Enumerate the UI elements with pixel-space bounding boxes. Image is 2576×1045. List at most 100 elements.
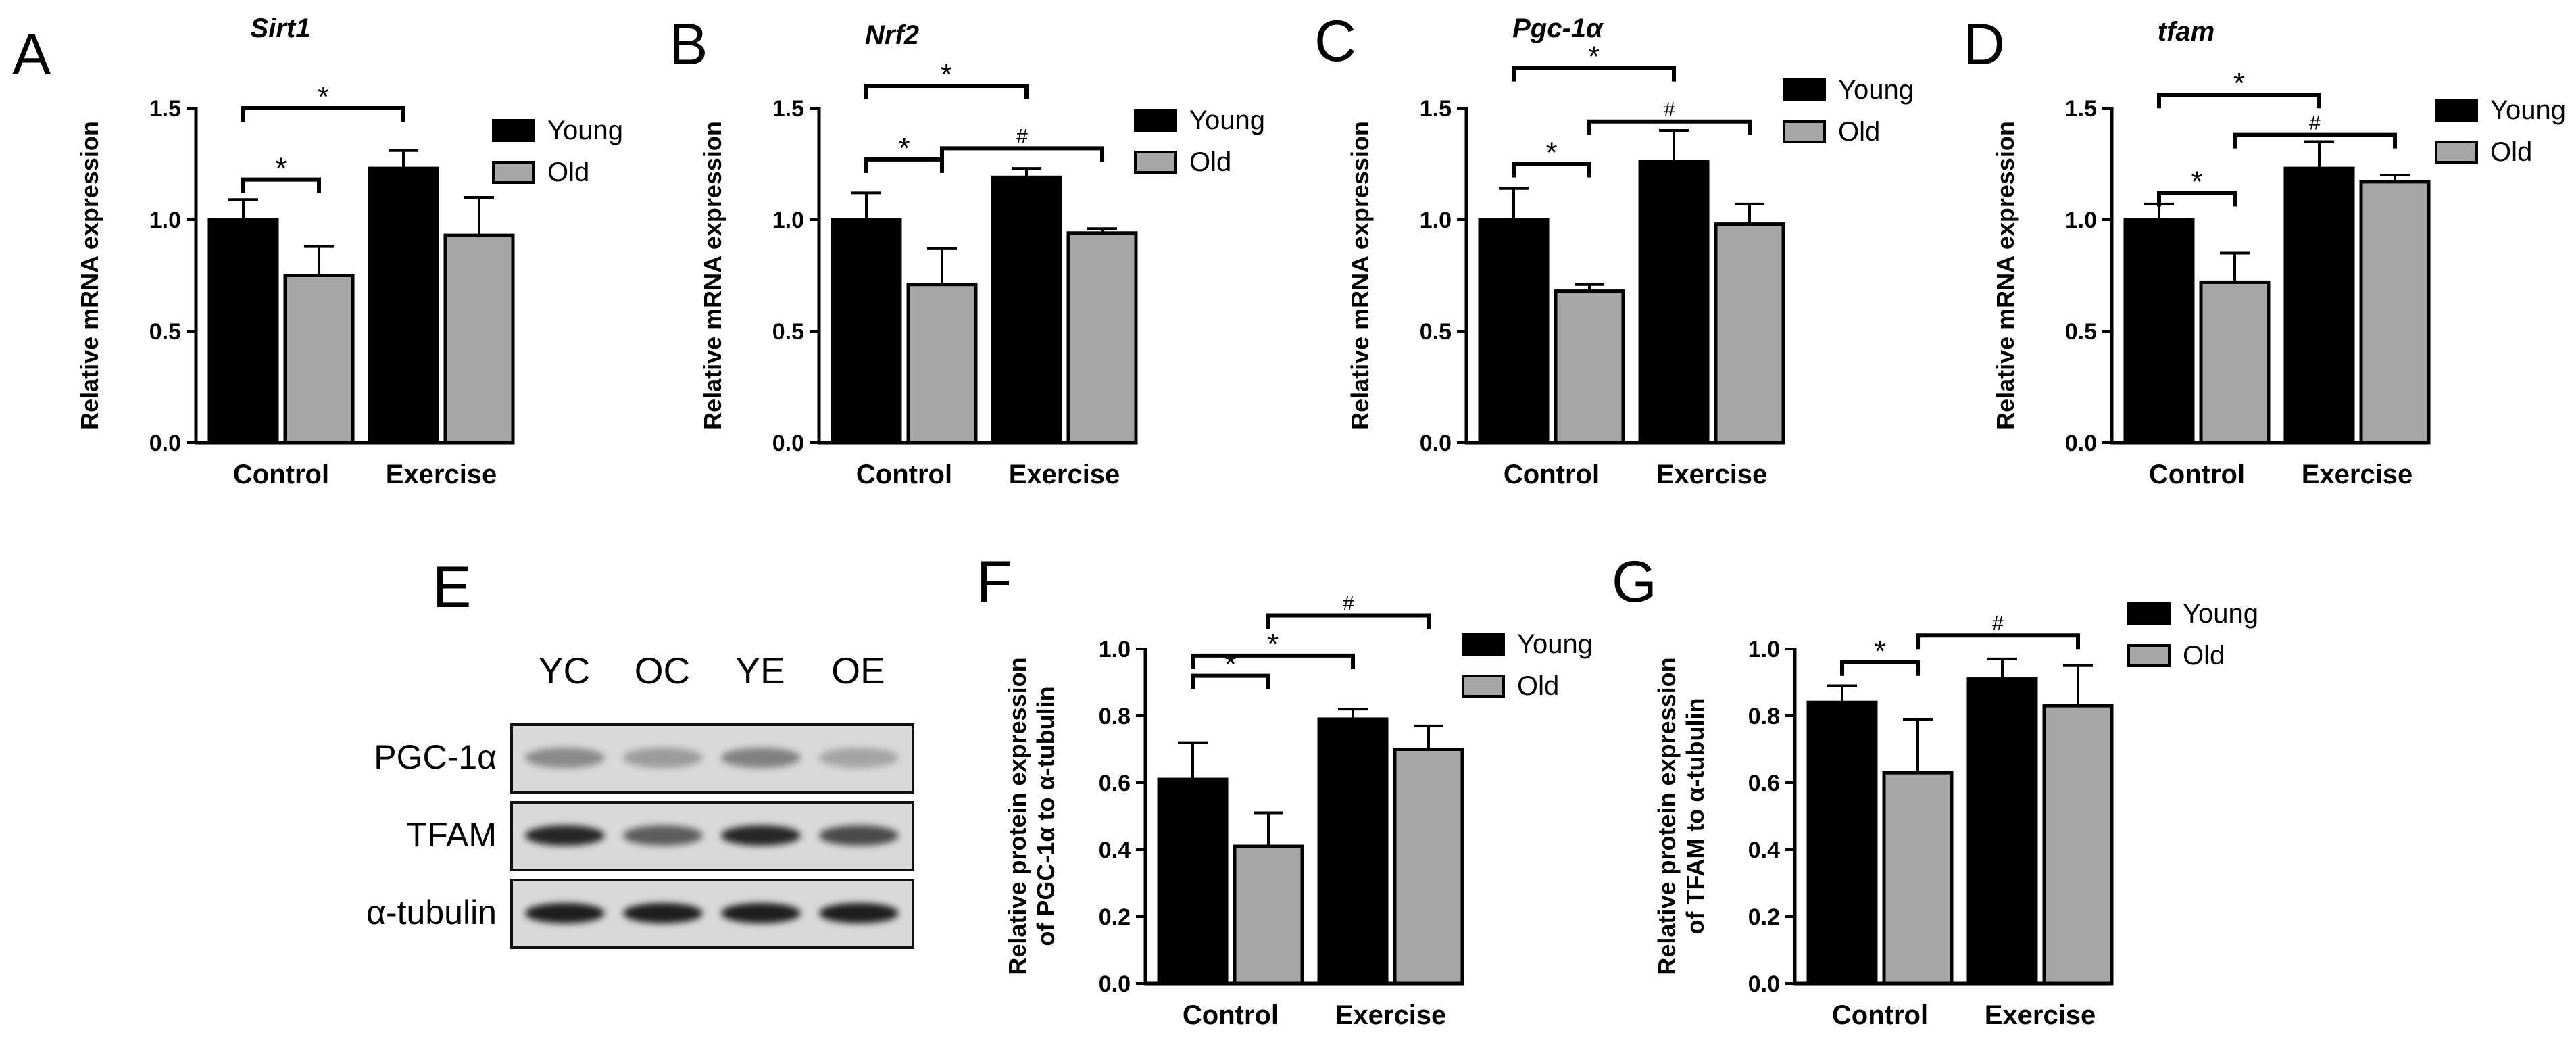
significance-bracket (1266, 613, 1431, 629)
significance-bracket (1916, 633, 2080, 650)
legend-swatch (2435, 141, 2478, 164)
x-tick-label: Control (856, 460, 952, 489)
bar (1806, 700, 1878, 986)
blot-band (525, 825, 605, 846)
y-tick-label: 0.0 (1748, 971, 1780, 997)
bar (1233, 844, 1304, 986)
bar (1554, 289, 1625, 445)
significance-label: * (941, 58, 952, 91)
y-tick-label: 1.5 (2065, 96, 2097, 122)
y-axis-label: Relative mRNA expression (1991, 121, 2019, 430)
bar (1882, 771, 1954, 986)
blot-image (510, 879, 914, 949)
y-tick-label: 0.8 (1099, 704, 1131, 729)
blot-band (819, 748, 899, 768)
panel-letter: F (976, 550, 1012, 614)
significance-bracket (1191, 653, 1355, 669)
bar (443, 233, 515, 445)
x-tick-label: Exercise (1656, 460, 1768, 489)
y-tick-label: 1.0 (1748, 637, 1780, 662)
legend-label: Young (547, 116, 623, 145)
lane-label: OE (831, 650, 885, 691)
legend-label: Old (547, 157, 589, 187)
blot-lane-labels: YC OC YE OE (510, 649, 926, 691)
y-tick-label: 0.5 (1420, 319, 1452, 345)
bar (1066, 231, 1138, 445)
lane-label: YE (735, 650, 785, 691)
y-axis-label: Relative protein expression (1653, 657, 1681, 975)
legend-label: Young (2490, 95, 2566, 125)
panel-letter: G (1612, 550, 1657, 614)
significance-label: * (1267, 628, 1279, 661)
bar (1157, 777, 1229, 986)
legend-swatch (2127, 602, 2171, 625)
significance-label: * (318, 80, 329, 114)
x-tick-label: Control (1832, 1000, 1928, 1030)
legend-label: Old (1838, 117, 1880, 147)
y-tick-label: 1.0 (1099, 637, 1131, 662)
significance-label: * (1224, 648, 1236, 681)
y-tick-label: 0.5 (772, 319, 804, 345)
significance-label: * (1545, 137, 1557, 170)
y-tick-label: 0.0 (1099, 971, 1131, 997)
significance-label: * (1874, 635, 1885, 668)
significance-bracket (241, 106, 405, 122)
blot-image (510, 723, 914, 794)
bar (906, 283, 978, 445)
lane-label: YC (538, 650, 591, 691)
significance-label: # (1343, 593, 1354, 615)
y-tick-label: 0.6 (1099, 771, 1131, 796)
significance-label: # (1992, 612, 2004, 635)
bar (1317, 717, 1389, 986)
significance-bracket (864, 157, 944, 173)
legend-label: Young (2183, 599, 2258, 629)
legend-label: Old (2490, 137, 2532, 167)
y-tick-label: 1.0 (2065, 208, 2097, 233)
legend-swatch (2435, 99, 2478, 122)
x-tick-label: Exercise (1335, 1000, 1447, 1030)
blot-row-pgc1a: PGC-1α (351, 723, 914, 794)
y-tick-label: 1.5 (772, 96, 804, 122)
western-blot-panel: YC OC YE OE PGC-1α TFAM α-tubulin (351, 649, 914, 949)
legend-label: Old (2183, 641, 2225, 671)
y-axis-label: Relative mRNA expression (76, 121, 103, 430)
panel-letter-e: E (432, 555, 472, 620)
y-tick-label: 0.8 (1748, 704, 1780, 729)
blot-band (819, 903, 899, 923)
y-tick-label: 1.0 (149, 208, 181, 233)
bar (2283, 166, 2355, 445)
y-axis-label: Relative mRNA expression (699, 121, 726, 430)
y-axis-label: of PGC-1α to α-tubulin (1032, 686, 1060, 946)
chart-title: Sirt1 (251, 14, 311, 43)
x-tick-label: Control (233, 460, 329, 489)
significance-bracket (2157, 93, 2321, 109)
bar (1638, 160, 1710, 445)
legend-swatch (1783, 120, 1826, 143)
legend-swatch (1462, 675, 1505, 698)
legend-label: Old (1189, 147, 1231, 177)
y-tick-label: 0.0 (772, 431, 804, 456)
significance-label: # (1016, 125, 1028, 147)
y-tick-label: 0.4 (1099, 837, 1131, 863)
x-tick-label: Exercise (1985, 1000, 2096, 1030)
blot-band (819, 825, 899, 846)
bar (2042, 704, 2114, 986)
legend-swatch (1783, 78, 1826, 101)
blot-band (721, 903, 801, 923)
bar (2359, 180, 2431, 445)
y-tick-label: 0.4 (1748, 837, 1780, 863)
blot-band (525, 903, 605, 923)
significance-bracket (1840, 660, 1920, 676)
chart-title: Nrf2 (865, 20, 919, 50)
panel-letter: D (1963, 12, 2005, 77)
x-tick-label: Exercise (1009, 460, 1120, 489)
significance-label: * (898, 132, 910, 165)
x-tick-label: Control (1183, 1000, 1279, 1030)
bar (283, 274, 355, 445)
y-tick-label: 1.5 (149, 96, 181, 122)
chart-title: tfam (2158, 17, 2214, 47)
significance-bracket (241, 177, 321, 193)
legend-label: Young (1189, 105, 1265, 135)
significance-label: * (2191, 165, 2202, 198)
legend-swatch (1134, 109, 1177, 132)
